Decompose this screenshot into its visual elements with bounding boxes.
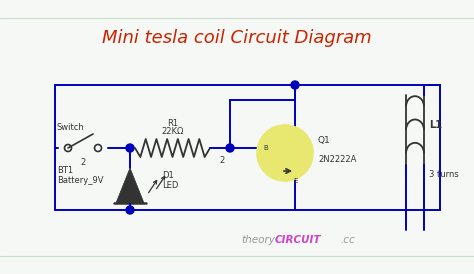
Text: Switch: Switch: [56, 123, 84, 132]
Text: CIRCUIT: CIRCUIT: [275, 235, 321, 245]
Circle shape: [291, 81, 299, 89]
Text: 2: 2: [219, 156, 225, 165]
Text: .cc: .cc: [340, 235, 355, 245]
Text: BT1: BT1: [57, 166, 73, 175]
Circle shape: [126, 144, 134, 152]
Text: 3 turns: 3 turns: [429, 170, 459, 179]
Text: theory: theory: [241, 235, 275, 245]
Text: Battery_9V: Battery_9V: [57, 176, 103, 185]
Circle shape: [257, 125, 313, 181]
Text: Mini tesla coil Circuit Diagram: Mini tesla coil Circuit Diagram: [102, 29, 372, 47]
Text: 22KΩ: 22KΩ: [161, 127, 184, 136]
Text: B: B: [263, 145, 268, 151]
Circle shape: [126, 206, 134, 214]
Text: R1: R1: [167, 119, 178, 128]
Text: L1: L1: [429, 120, 442, 130]
Text: E: E: [293, 178, 297, 184]
Text: Q1: Q1: [318, 136, 331, 145]
Text: 2N2222A: 2N2222A: [318, 155, 356, 164]
Text: LED: LED: [162, 181, 178, 190]
Text: 2: 2: [81, 158, 86, 167]
Polygon shape: [116, 168, 144, 203]
Circle shape: [226, 144, 234, 152]
Text: D1: D1: [162, 172, 174, 181]
